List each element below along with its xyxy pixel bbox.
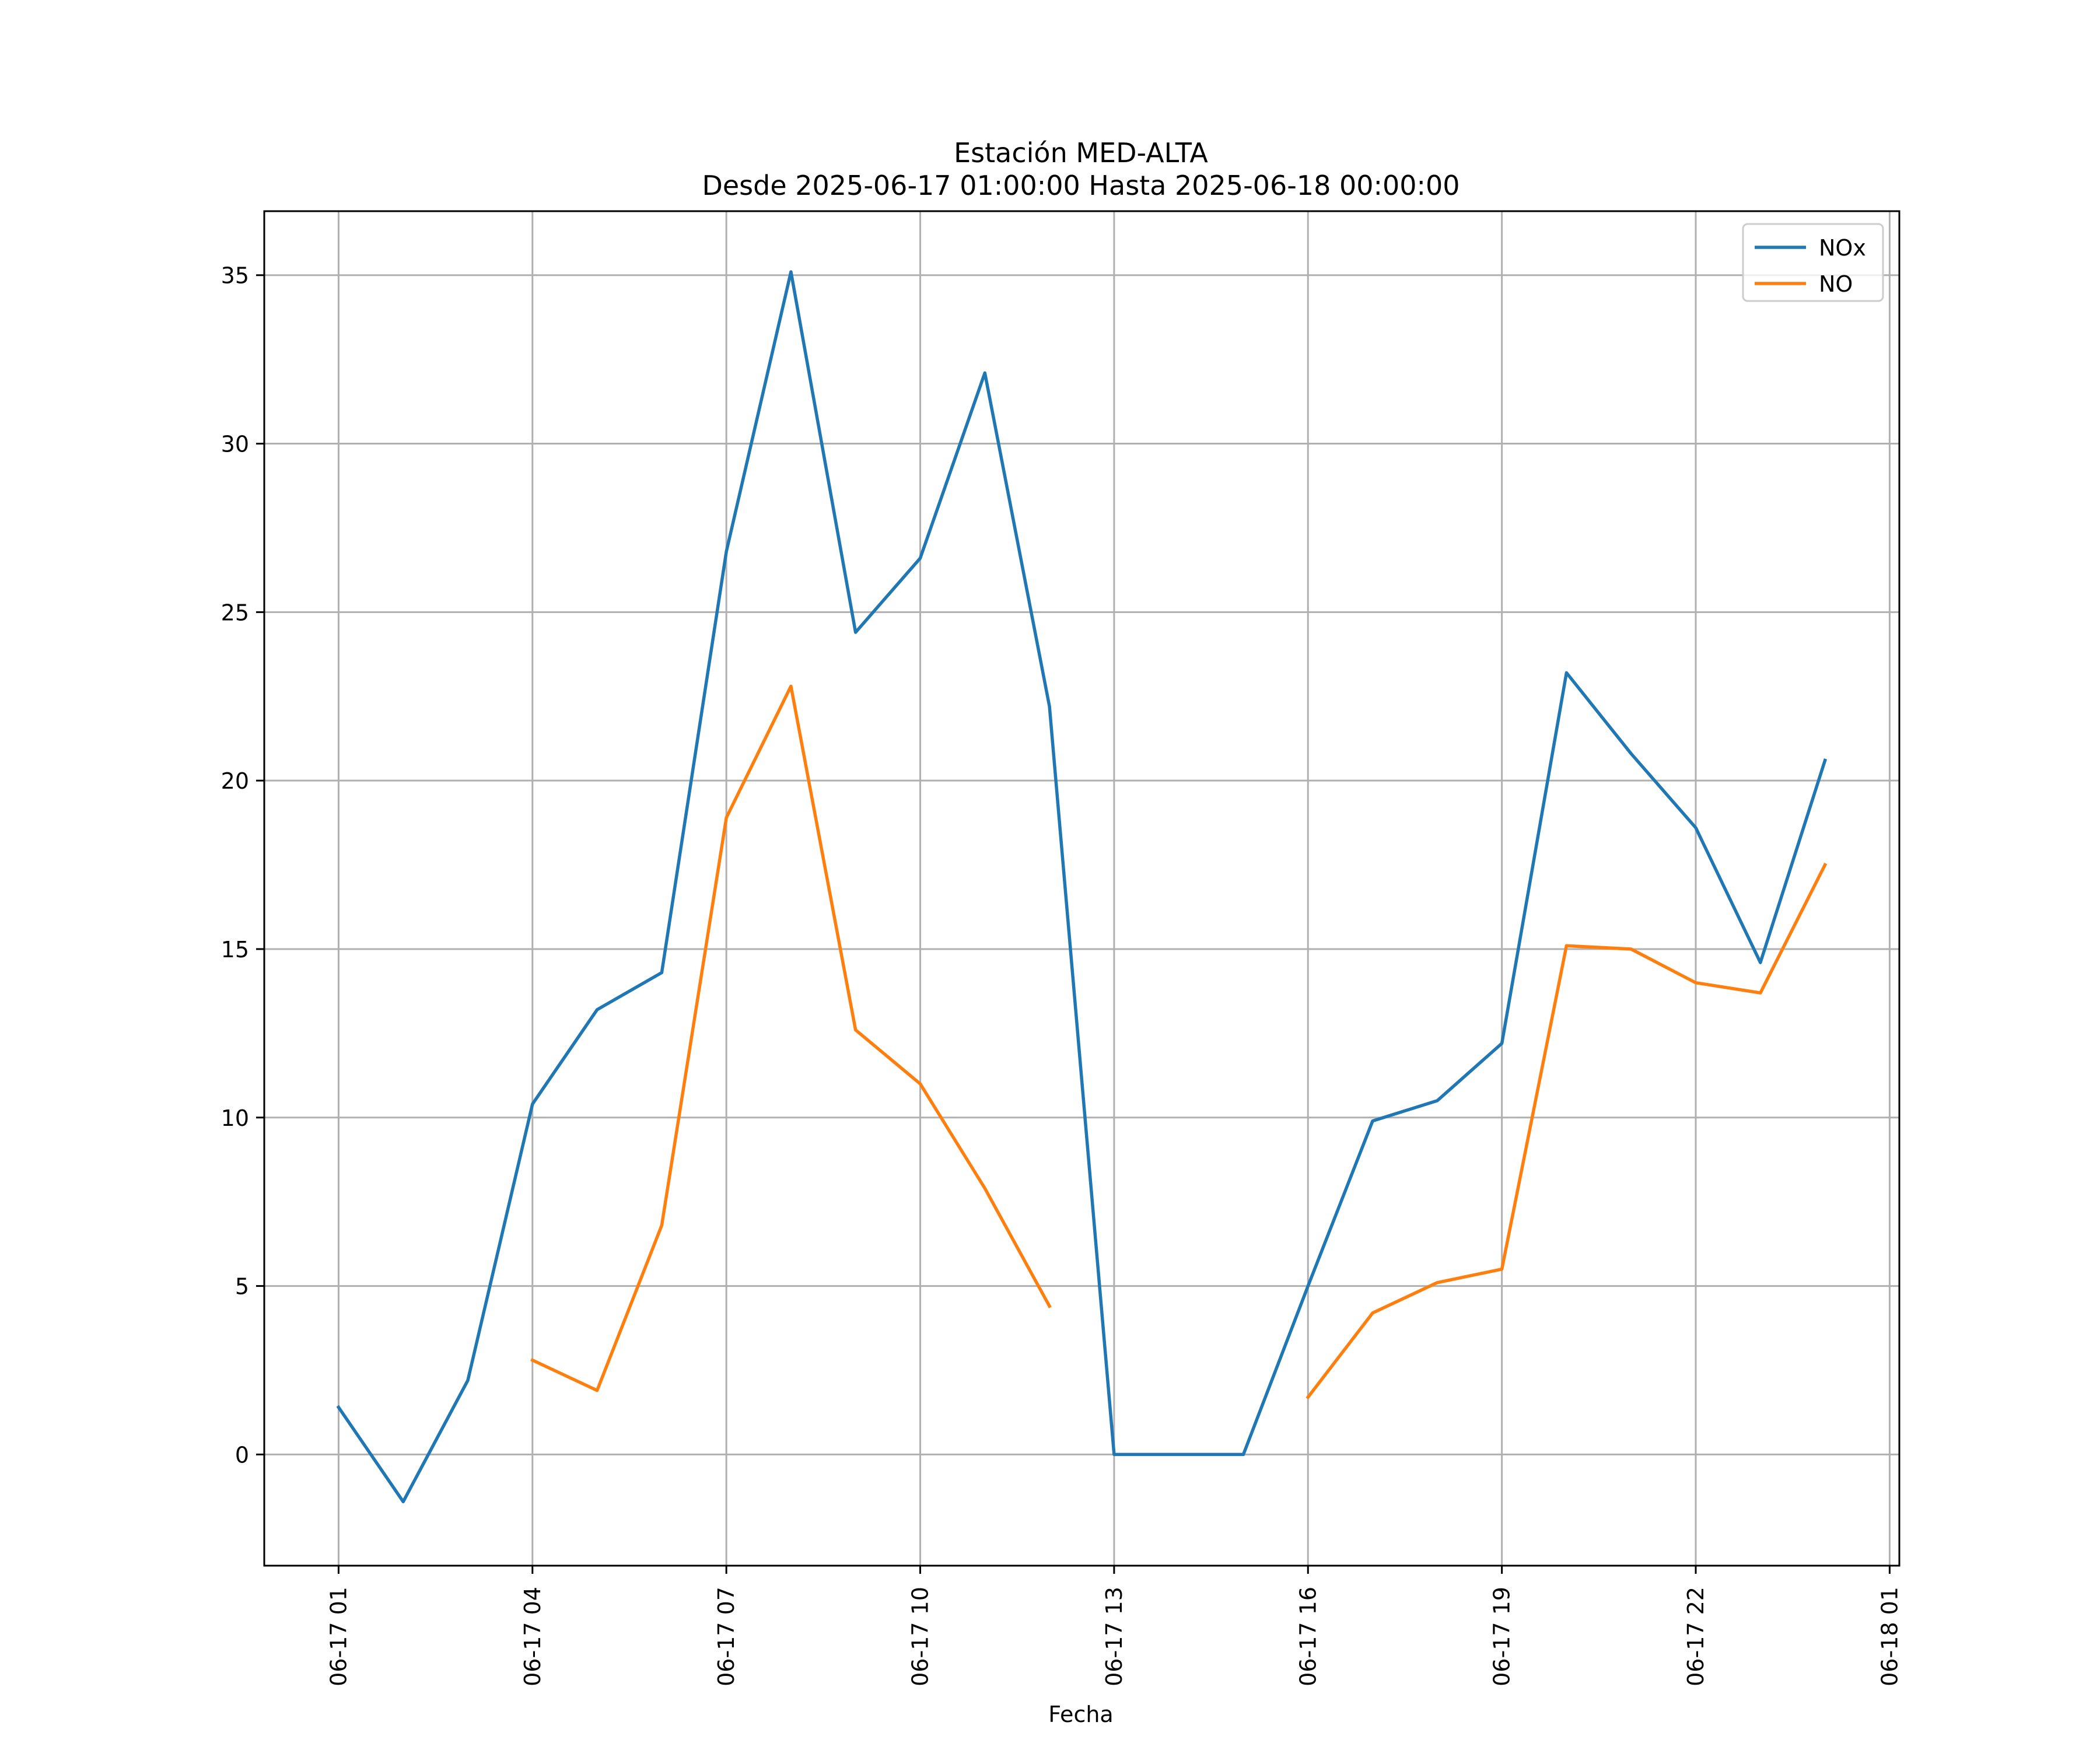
x-tick-label: 06-17 13 — [1101, 1587, 1127, 1686]
x-tick-label: 06-18 01 — [1877, 1587, 1902, 1686]
y-axis: 0 5 10 15 20 25 30 35 — [221, 263, 264, 1468]
y-tick-label: 30 — [221, 432, 249, 457]
x-axis: 06-17 01 06-17 04 06-17 07 06-17 10 06-17 13… — [326, 1566, 1902, 1686]
legend-label-no: NO — [1819, 271, 1853, 297]
y-tick-label: 10 — [221, 1105, 249, 1131]
legend-label-nox: NOx — [1819, 235, 1866, 261]
legend-box — [1742, 223, 1884, 302]
x-tick-label: 06-17 01 — [326, 1587, 351, 1686]
chart-title: Estación MED-ALTA — [954, 137, 1208, 169]
y-tick-label: 20 — [221, 768, 249, 794]
y-tick-label: 15 — [221, 937, 249, 963]
series-layer — [336, 270, 1828, 1504]
series-line-no — [530, 684, 1052, 1392]
x-axis-label: Fecha — [1048, 1702, 1113, 1727]
plot-frame — [263, 210, 1901, 1567]
series-line-no — [1306, 862, 1828, 1400]
y-tick-label: 35 — [221, 263, 249, 289]
x-tick-label: 06-17 04 — [520, 1587, 545, 1686]
x-tick-label: 06-17 16 — [1295, 1587, 1321, 1686]
series-nox — [336, 270, 1828, 1504]
y-tick-label: 5 — [235, 1274, 249, 1300]
y-tick-label: 0 — [235, 1442, 249, 1468]
x-tick-label: 06-17 22 — [1683, 1587, 1709, 1686]
y-tick-label: 25 — [221, 600, 249, 625]
series-no — [530, 684, 1828, 1400]
x-tick-label: 06-17 19 — [1489, 1587, 1515, 1686]
series-line-nox — [336, 270, 1828, 1504]
legend: NOx NO — [1742, 223, 1884, 302]
x-tick-label: 06-17 10 — [908, 1587, 933, 1686]
chart-subtitle: Desde 2025-06-17 01:00:00 Hasta 2025-06-… — [702, 170, 1460, 201]
x-tick-label: 06-17 07 — [713, 1587, 739, 1686]
grid — [264, 211, 1899, 1566]
